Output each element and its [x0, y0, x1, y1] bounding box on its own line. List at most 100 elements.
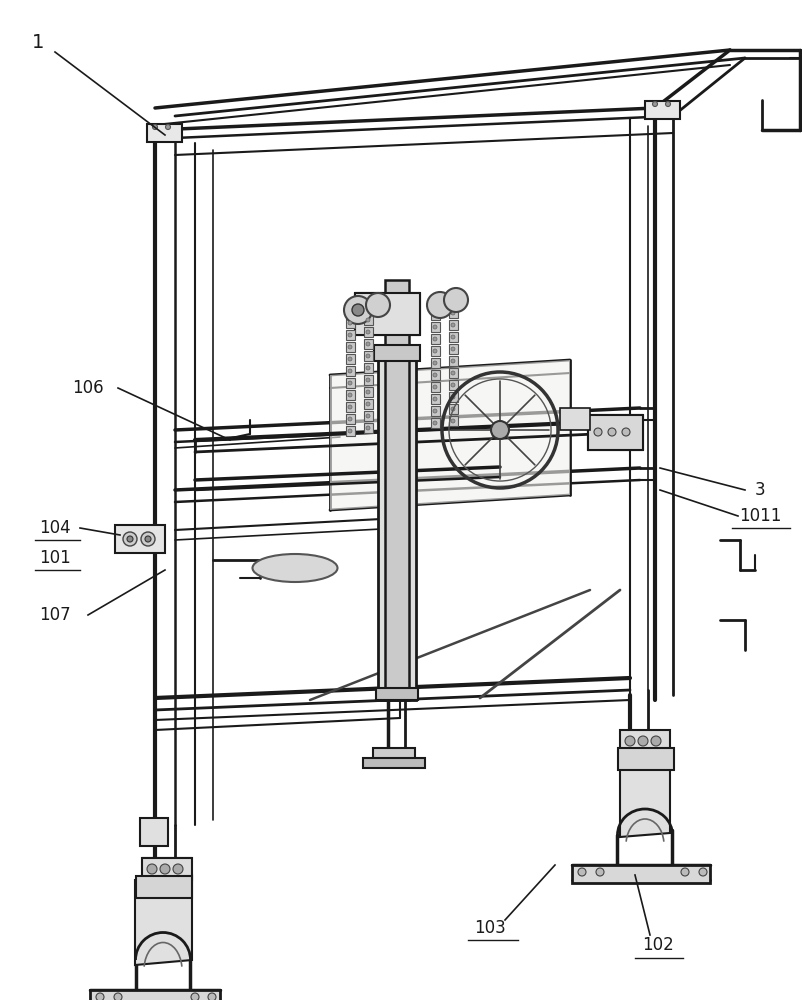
Bar: [346, 318, 355, 328]
Bar: [364, 399, 373, 409]
Bar: [363, 758, 425, 768]
Bar: [115, 525, 165, 553]
Bar: [449, 380, 458, 390]
Text: 101: 101: [39, 549, 71, 567]
Bar: [645, 101, 680, 119]
Text: 106: 106: [72, 379, 103, 397]
Text: 102: 102: [642, 936, 674, 954]
Polygon shape: [620, 748, 670, 837]
Circle shape: [451, 395, 455, 399]
Circle shape: [366, 330, 370, 334]
Circle shape: [165, 124, 171, 129]
Circle shape: [366, 342, 370, 346]
Bar: [364, 411, 373, 421]
Circle shape: [348, 333, 352, 337]
Circle shape: [608, 428, 616, 436]
Bar: [346, 354, 355, 364]
Circle shape: [451, 407, 455, 411]
Circle shape: [596, 868, 604, 876]
Circle shape: [594, 428, 602, 436]
Circle shape: [348, 417, 352, 421]
Circle shape: [625, 736, 635, 746]
Bar: [376, 688, 418, 700]
Bar: [431, 418, 440, 428]
Text: 103: 103: [474, 919, 506, 937]
Circle shape: [699, 868, 707, 876]
Circle shape: [451, 359, 455, 363]
Bar: [346, 342, 355, 352]
Bar: [431, 310, 440, 320]
Bar: [620, 730, 670, 752]
Circle shape: [366, 293, 390, 317]
Bar: [346, 378, 355, 388]
Bar: [90, 990, 220, 1000]
Circle shape: [348, 429, 352, 433]
Circle shape: [433, 373, 437, 377]
Circle shape: [433, 385, 437, 389]
Text: 3: 3: [755, 481, 765, 499]
Circle shape: [160, 864, 170, 874]
Bar: [364, 327, 373, 337]
Circle shape: [152, 124, 157, 129]
Bar: [364, 363, 373, 373]
Bar: [364, 387, 373, 397]
Bar: [355, 293, 420, 335]
Circle shape: [127, 536, 133, 542]
Circle shape: [451, 323, 455, 327]
Bar: [378, 355, 416, 700]
Bar: [346, 426, 355, 436]
Circle shape: [344, 296, 372, 324]
Bar: [449, 404, 458, 414]
Circle shape: [123, 532, 137, 546]
Bar: [431, 394, 440, 404]
Bar: [364, 351, 373, 361]
Circle shape: [433, 313, 437, 317]
Bar: [449, 392, 458, 402]
Circle shape: [366, 402, 370, 406]
Circle shape: [433, 349, 437, 353]
Text: 104: 104: [39, 519, 71, 537]
Circle shape: [433, 325, 437, 329]
Bar: [449, 356, 458, 366]
Circle shape: [208, 993, 216, 1000]
Bar: [364, 375, 373, 385]
Bar: [431, 358, 440, 368]
Bar: [346, 414, 355, 424]
Bar: [560, 408, 590, 430]
Circle shape: [653, 102, 658, 106]
Circle shape: [191, 993, 199, 1000]
Bar: [374, 345, 420, 361]
Bar: [385, 280, 409, 700]
Bar: [431, 406, 440, 416]
Circle shape: [366, 366, 370, 370]
Bar: [373, 748, 415, 760]
Bar: [346, 402, 355, 412]
Circle shape: [348, 357, 352, 361]
Bar: [449, 368, 458, 378]
Circle shape: [366, 378, 370, 382]
Circle shape: [433, 409, 437, 413]
Circle shape: [145, 536, 151, 542]
Circle shape: [451, 419, 455, 423]
Circle shape: [366, 354, 370, 358]
Circle shape: [96, 993, 104, 1000]
Bar: [588, 415, 643, 450]
Circle shape: [348, 369, 352, 373]
Circle shape: [366, 318, 370, 322]
Bar: [346, 330, 355, 340]
Circle shape: [681, 868, 689, 876]
Bar: [431, 370, 440, 380]
Bar: [449, 332, 458, 342]
Bar: [140, 818, 168, 846]
Circle shape: [451, 383, 455, 387]
Circle shape: [366, 390, 370, 394]
Circle shape: [433, 397, 437, 401]
Circle shape: [147, 864, 157, 874]
Bar: [449, 416, 458, 426]
Circle shape: [427, 292, 453, 318]
Bar: [431, 346, 440, 356]
Bar: [431, 334, 440, 344]
Circle shape: [638, 736, 648, 746]
Circle shape: [366, 426, 370, 430]
Bar: [364, 339, 373, 349]
